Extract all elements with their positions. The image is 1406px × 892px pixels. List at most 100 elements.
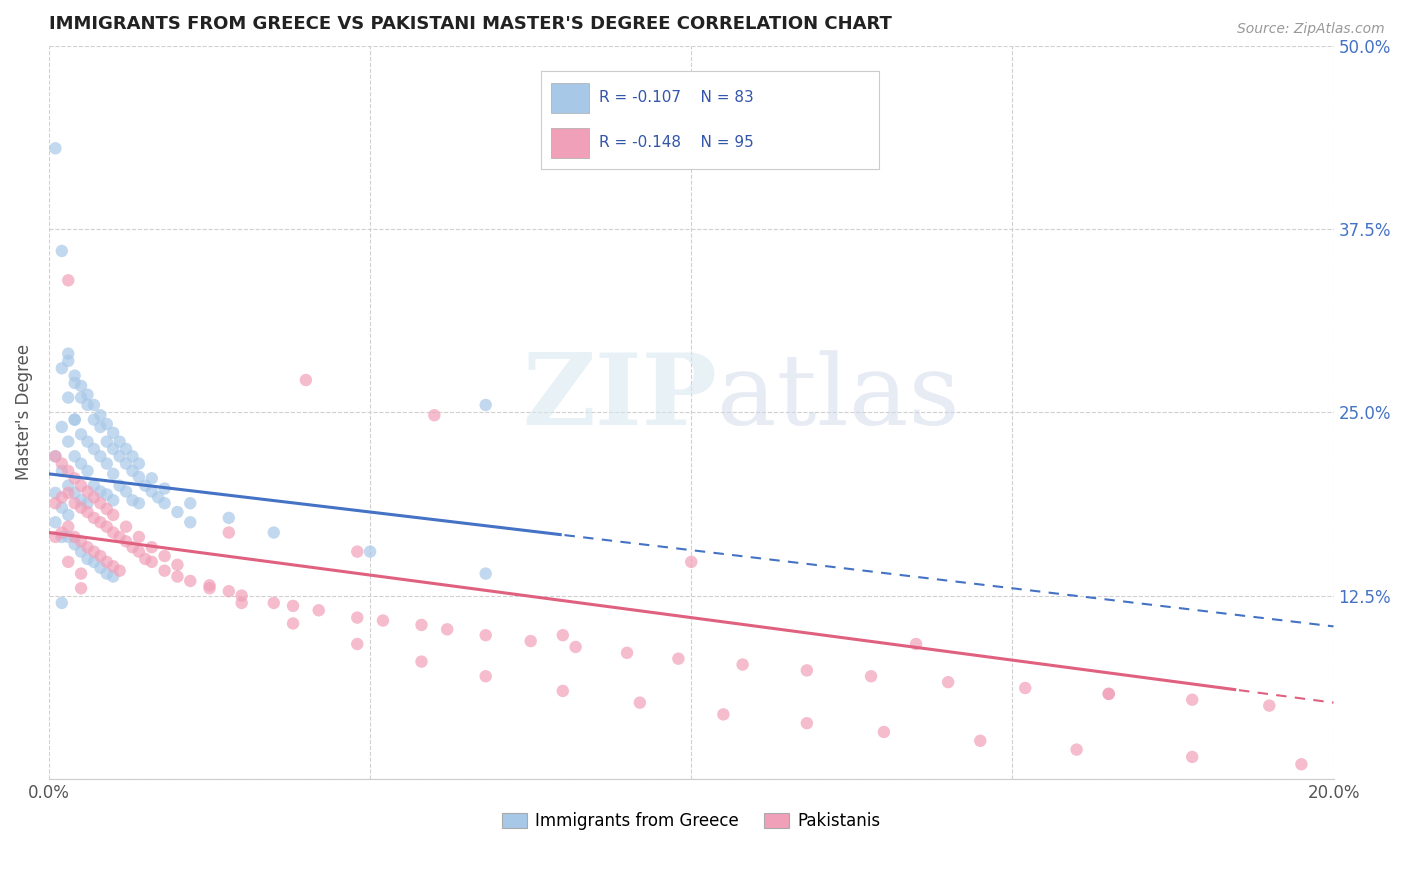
Point — [179, 496, 201, 510]
Point — [89, 549, 111, 563]
Point — [51, 530, 73, 544]
Point — [70, 391, 93, 405]
Point — [308, 603, 330, 617]
Point — [1258, 698, 1281, 713]
Point — [731, 657, 754, 672]
Point — [141, 540, 163, 554]
Point — [519, 634, 541, 648]
Point — [58, 478, 80, 492]
Text: ZIP: ZIP — [522, 349, 717, 446]
Point — [51, 420, 73, 434]
Point — [70, 544, 93, 558]
Point — [89, 450, 111, 464]
Point — [96, 555, 118, 569]
Point — [1181, 692, 1204, 706]
Point — [63, 496, 86, 510]
Point — [474, 398, 496, 412]
Point — [70, 457, 93, 471]
Point — [551, 628, 574, 642]
Point — [70, 478, 93, 492]
Point — [179, 516, 201, 530]
Point — [58, 464, 80, 478]
Point — [218, 584, 240, 599]
Point — [668, 651, 690, 665]
Point — [359, 544, 381, 558]
Point — [141, 471, 163, 485]
Point — [474, 669, 496, 683]
Point — [281, 616, 304, 631]
Point — [153, 549, 176, 563]
Point — [76, 496, 98, 510]
Point — [121, 464, 143, 478]
Point — [83, 555, 105, 569]
Point — [108, 450, 131, 464]
Point — [108, 564, 131, 578]
Point — [115, 457, 138, 471]
Point — [346, 637, 368, 651]
Point — [83, 412, 105, 426]
Point — [146, 491, 169, 505]
Point — [1098, 687, 1121, 701]
Point — [58, 434, 80, 449]
Point — [474, 628, 496, 642]
Point — [103, 559, 125, 574]
Point — [63, 376, 86, 390]
Point — [108, 478, 131, 492]
Point — [51, 491, 73, 505]
Point — [83, 544, 105, 558]
Point — [128, 544, 150, 558]
Point — [411, 618, 433, 632]
Point — [436, 623, 458, 637]
Point — [44, 496, 66, 510]
Point — [96, 519, 118, 533]
Point — [628, 696, 651, 710]
Text: Source: ZipAtlas.com: Source: ZipAtlas.com — [1237, 22, 1385, 37]
Point — [166, 558, 188, 572]
Point — [70, 566, 93, 581]
Point — [63, 537, 86, 551]
Point — [134, 478, 156, 492]
Point — [796, 716, 818, 731]
Point — [51, 457, 73, 471]
Point — [218, 525, 240, 540]
Point — [141, 555, 163, 569]
Point — [134, 552, 156, 566]
Point — [83, 511, 105, 525]
Point — [96, 434, 118, 449]
Point — [551, 684, 574, 698]
Point — [231, 589, 253, 603]
Point — [115, 519, 138, 533]
Point — [108, 530, 131, 544]
Point — [218, 511, 240, 525]
Point — [63, 471, 86, 485]
Point — [128, 530, 150, 544]
Point — [153, 482, 176, 496]
Point — [796, 664, 818, 678]
Point — [76, 398, 98, 412]
Point — [128, 457, 150, 471]
Point — [76, 464, 98, 478]
Point — [51, 500, 73, 515]
Point — [70, 534, 93, 549]
Point — [936, 675, 959, 690]
Point — [96, 502, 118, 516]
Point — [153, 564, 176, 578]
Point — [263, 525, 285, 540]
FancyBboxPatch shape — [551, 83, 589, 112]
Point — [103, 525, 125, 540]
Point — [564, 640, 586, 654]
Point — [179, 574, 201, 588]
Text: IMMIGRANTS FROM GREECE VS PAKISTANI MASTER'S DEGREE CORRELATION CHART: IMMIGRANTS FROM GREECE VS PAKISTANI MAST… — [49, 15, 891, 33]
Point — [44, 141, 66, 155]
Point — [295, 373, 318, 387]
Point — [128, 470, 150, 484]
Point — [121, 540, 143, 554]
Point — [873, 725, 896, 739]
Text: R = -0.148    N = 95: R = -0.148 N = 95 — [599, 136, 754, 151]
Point — [96, 487, 118, 501]
Point — [198, 581, 221, 595]
Point — [58, 530, 80, 544]
Point — [89, 420, 111, 434]
Point — [166, 505, 188, 519]
Point — [969, 733, 991, 747]
